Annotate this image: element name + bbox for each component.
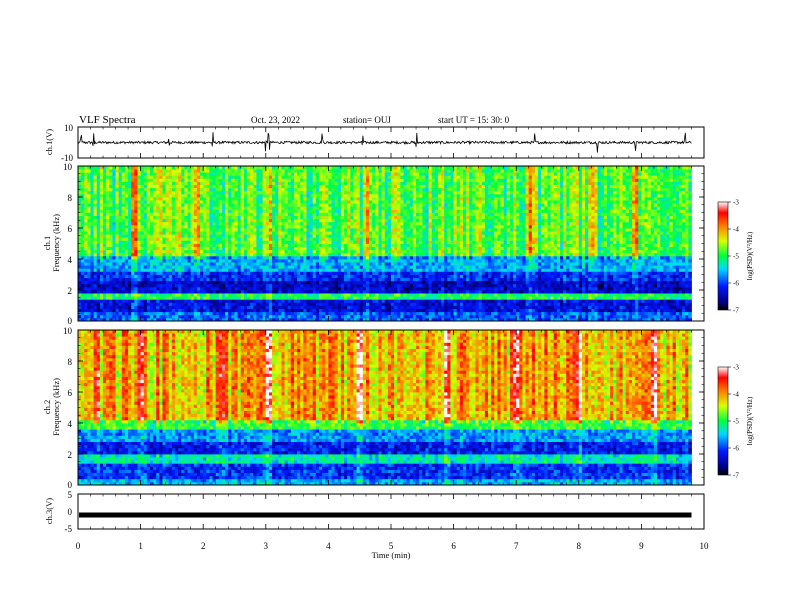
ch2-spec-ylabel-line1: ch.2 xyxy=(42,400,52,414)
time-tick-label: 2 xyxy=(201,541,206,551)
ch1-colorbar-scale xyxy=(717,201,729,311)
time-tick-label: 8 xyxy=(577,541,582,551)
ch2-ytick-8: 8 xyxy=(68,357,73,367)
ch1-colorbar-label: log(PSD)(V²/Hz) xyxy=(746,231,754,280)
ch1-colorbar-ticks: -3 -4 -5 -6 -7 xyxy=(728,199,739,315)
ch1-spectrogram-ticks xyxy=(77,165,705,322)
ch1-spec-ylabel-line2: Frequency (kHz) xyxy=(51,214,61,272)
ch1-waveform-trace xyxy=(77,132,692,153)
ch3-waveform-panel: 5 0 -5 ch.3(V) xyxy=(44,490,705,534)
time-tick-label: 7 xyxy=(514,541,519,551)
ch2-ytick-2: 2 xyxy=(68,450,73,460)
ch2-ytick-0: 0 xyxy=(68,480,73,490)
colorbar-tick-label: -3 xyxy=(733,199,739,207)
colorbar-tick-label: -7 xyxy=(733,472,739,480)
colorbar-tick-label: -6 xyxy=(733,280,739,288)
ch1-x-ticks xyxy=(77,127,705,158)
figure-title: VLF Spectra xyxy=(79,114,136,126)
colorbar-tick-label: -4 xyxy=(733,391,739,399)
ch2-colorbar: -3 -4 -5 -6 -7 log(PSD)(V²/Hz) xyxy=(717,364,754,480)
colorbar-tick-label: -6 xyxy=(733,445,739,453)
ch1-ytick-top: 10 xyxy=(64,123,74,133)
ch1-ytick-bottom: -10 xyxy=(61,153,73,163)
ch1-ytick-6: 6 xyxy=(68,224,73,234)
ch3-waveform-trace xyxy=(79,512,692,518)
ch1-ytick-0: 0 xyxy=(68,316,73,326)
time-tick-label: 4 xyxy=(326,541,331,551)
ch1-ytick-10: 10 xyxy=(63,162,73,172)
ch1-spec-ylabel-line1: ch.1 xyxy=(42,236,52,250)
ch2-spec-ylabel-line2: Frequency (kHz) xyxy=(51,378,61,436)
date-label: Oct. 23, 2022 xyxy=(251,115,300,125)
ch1-ylabel: ch.1(V) xyxy=(44,129,54,155)
ch1-ytick-8: 8 xyxy=(68,193,73,203)
ch2-ytick-4: 4 xyxy=(68,419,73,429)
colorbar-tick-label: -4 xyxy=(733,226,739,234)
time-tick-label: 0 xyxy=(76,541,81,551)
ch2-spectrogram-panel: 0 2 4 6 8 10 ch.2 Frequency (kHz) xyxy=(42,326,705,490)
ch1-waveform-panel: 10 -10 ch.1(V) xyxy=(44,123,705,163)
ch2-ytick-10: 10 xyxy=(63,326,73,336)
ch2-ytick-6: 6 xyxy=(68,388,73,398)
ch3-ytick-5: 5 xyxy=(68,490,73,500)
colorbar-tick-label: -5 xyxy=(733,418,739,426)
ch3-ytick-0: 0 xyxy=(68,507,73,517)
ch2-spectrogram-image xyxy=(78,330,692,486)
ch2-colorbar-label: log(PSD)(V²/Hz) xyxy=(746,396,754,445)
ch3-ylabel: ch.3(V) xyxy=(44,498,54,524)
colorbar-tick-label: -7 xyxy=(733,307,739,315)
time-tick-label: 3 xyxy=(264,541,269,551)
time-tick-label: 1 xyxy=(138,541,143,551)
ch2-spectrogram-ticks xyxy=(77,329,705,486)
ch1-ytick-2: 2 xyxy=(68,286,73,296)
time-tick-label: 6 xyxy=(451,541,456,551)
station-label: station= OUJ xyxy=(343,115,391,125)
ch3-waveform-frame xyxy=(77,493,705,530)
ch1-spectrogram-image xyxy=(78,166,692,322)
ch2-colorbar-scale xyxy=(717,366,729,476)
colorbar-tick-label: -5 xyxy=(733,253,739,261)
ch1-ytick-4: 4 xyxy=(68,255,73,265)
time-tick-label: 5 xyxy=(389,541,394,551)
ch3-ytick-neg5: -5 xyxy=(65,524,73,534)
time-axis-tick-labels: 0 1 2 3 4 5 6 7 8 9 10 xyxy=(76,541,709,551)
ch1-spectrogram-panel: 0 2 4 6 8 10 ch.1 Frequency (kHz) xyxy=(42,162,705,326)
time-tick-label: 9 xyxy=(639,541,644,551)
ch1-colorbar: -3 -4 -5 -6 -7 log(PSD)(V²/Hz) xyxy=(717,199,754,315)
time-tick-label: 10 xyxy=(700,541,710,551)
time-axis-label: Time (min) xyxy=(372,550,411,560)
ch3-ticks xyxy=(77,494,705,529)
ch2-colorbar-ticks: -3 -4 -5 -6 -7 xyxy=(728,364,739,480)
colorbar-tick-label: -3 xyxy=(733,364,739,372)
start-ut-label: start UT = 15: 30: 0 xyxy=(438,115,510,125)
